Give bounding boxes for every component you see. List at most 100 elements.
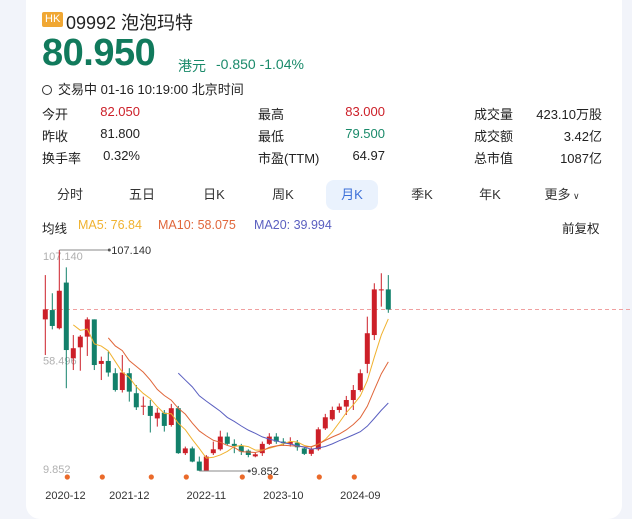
candle: [105, 351, 111, 377]
candle: [196, 456, 202, 471]
candle: [322, 413, 328, 431]
stat-value: 1087亿: [560, 151, 602, 166]
candle: [364, 316, 370, 374]
candle-body: [133, 393, 139, 408]
current-price: 80.950: [42, 32, 156, 74]
event-marker-dot: [148, 474, 154, 480]
candle-body: [350, 390, 356, 401]
event-marker-dot: [239, 474, 245, 480]
candle-body: [98, 360, 104, 364]
tab-label: 周K: [272, 187, 294, 202]
candle: [210, 441, 216, 455]
candle: [168, 403, 174, 427]
min-annotation-label: 9.852: [251, 466, 279, 478]
candle: [56, 250, 62, 330]
candle-body: [147, 405, 153, 416]
tab-3[interactable]: 周K: [257, 180, 309, 210]
candle-body: [154, 412, 160, 419]
candle-body: [168, 408, 174, 426]
event-marker-dot: [64, 474, 70, 480]
candle-body: [70, 348, 76, 359]
trading-status: 交易中 01-16 10:19:00 北京时间: [42, 79, 244, 98]
tab-7[interactable]: 更多 ∨: [536, 180, 588, 210]
y-axis-label: 9.852: [43, 464, 71, 476]
stat-label: 成交额: [474, 129, 514, 144]
candle-body: [336, 406, 342, 411]
max-annotation-label: 107.140: [111, 245, 151, 257]
market-badge: HK: [42, 12, 64, 27]
adjust-toggle[interactable]: 前复权: [562, 222, 600, 236]
candle: [84, 317, 90, 356]
ma10-line: [107, 337, 389, 454]
tab-4[interactable]: 月K: [326, 180, 378, 210]
candle: [189, 446, 195, 463]
stat-label: 总市值: [474, 151, 514, 166]
candle-body: [56, 290, 62, 329]
tab-2[interactable]: 日K: [188, 180, 240, 210]
candle: [126, 368, 132, 402]
ma10-value: MA10: 58.075: [158, 218, 236, 232]
y-axis-label: 58.496: [43, 356, 77, 368]
tab-label: 五日: [128, 187, 155, 202]
candle: [42, 275, 48, 356]
candle: [343, 395, 349, 416]
ma20-line: [177, 372, 389, 450]
ma5-line: [72, 318, 389, 459]
candle-body: [378, 289, 384, 291]
tab-6[interactable]: 年K: [464, 180, 516, 210]
candle: [98, 356, 104, 381]
event-marker-dot: [99, 474, 105, 480]
x-axis-label: 2023-10: [263, 490, 303, 502]
candle-body: [63, 282, 69, 351]
x-axis-label: 2021-12: [109, 490, 149, 502]
candle: [70, 335, 76, 371]
candle: [217, 430, 223, 451]
candle-body: [287, 441, 293, 444]
stat-value: 82.050: [100, 104, 140, 119]
stat-value: 79.500: [345, 126, 385, 141]
ma5-value: MA5: 76.84: [78, 218, 142, 232]
candle-body: [224, 436, 230, 444]
candle-body: [322, 417, 328, 429]
stat-value: 0.32%: [103, 148, 140, 163]
quote-card: [26, 0, 622, 519]
candle-body: [189, 448, 195, 462]
candle-body: [294, 442, 300, 448]
candle-body: [266, 436, 272, 444]
candle: [252, 452, 258, 458]
candle-body: [196, 461, 202, 471]
candle-body: [203, 456, 209, 471]
candle: [357, 369, 363, 392]
tab-5[interactable]: 季K: [396, 180, 448, 210]
tab-0[interactable]: 分时: [44, 180, 96, 210]
candle: [77, 335, 83, 371]
candle-body: [231, 443, 237, 446]
candle-body: [329, 410, 335, 420]
candle-body: [259, 443, 265, 454]
stat-label: 最高: [258, 107, 285, 122]
candle-body: [119, 372, 125, 391]
candle: [63, 267, 69, 389]
candle-body: [238, 445, 244, 452]
candle-body: [385, 289, 391, 310]
x-axis-label: 2022-11: [187, 490, 227, 502]
chevron-down-icon: ∨: [570, 191, 580, 201]
candle-body: [175, 408, 181, 454]
candle-body: [105, 360, 111, 373]
event-marker-dot: [267, 474, 273, 480]
stat-value: 81.800: [100, 126, 140, 141]
tab-1[interactable]: 五日: [116, 180, 168, 210]
price-change: -0.850 -1.04%: [216, 56, 304, 72]
candle: [91, 319, 97, 371]
min-annotation-dot: [247, 469, 251, 473]
candle-body: [126, 373, 132, 392]
candle-body: [217, 436, 223, 450]
candle: [259, 441, 265, 456]
tab-label: 日K: [203, 187, 225, 202]
tab-label: 月K: [341, 187, 363, 202]
candle-body: [112, 373, 118, 391]
candle: [154, 408, 160, 427]
stat-value: 423.10万股: [536, 107, 602, 122]
stat-label: 昨收: [42, 129, 69, 144]
